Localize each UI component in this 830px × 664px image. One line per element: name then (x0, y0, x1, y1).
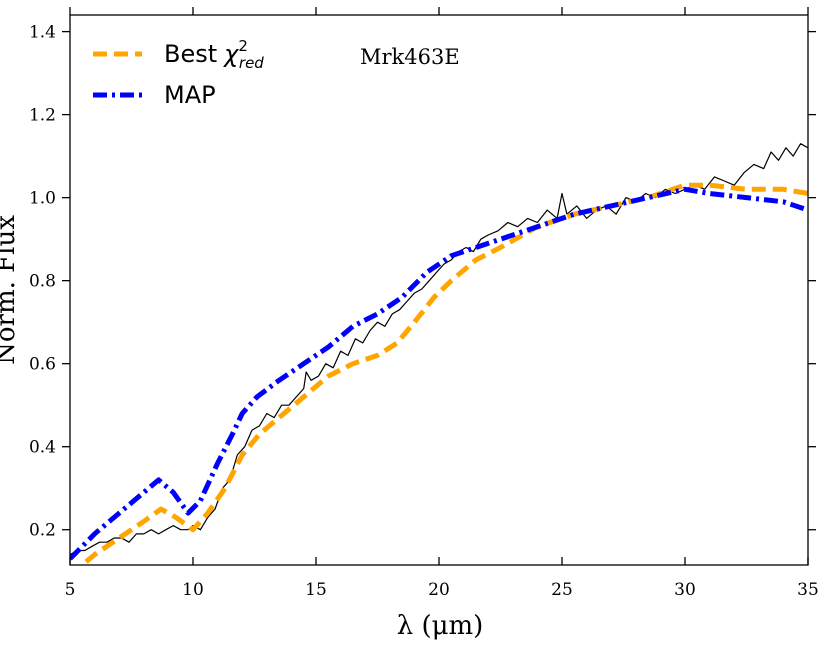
y-tick-label: 0.8 (29, 272, 56, 292)
map-line (70, 186, 808, 561)
y-tick-label: 1.0 (29, 189, 56, 209)
y-tick-label: 1.2 (29, 106, 56, 126)
spectrum-line (70, 143, 808, 556)
ticks-layer: 5 10 15 20 25 30 35 0.2 0.4 0.6 0.8 1.0 1.2 1.4 (29, 7, 819, 600)
y-tick-label: 0.2 (29, 521, 56, 541)
x-tick-label: 25 (551, 580, 573, 600)
y-axis-label: Norm. Flux (0, 215, 21, 365)
legend-label-best: Best χ2 red (164, 37, 264, 72)
y-tick-label: 0.6 (29, 355, 56, 375)
series-layer (70, 143, 808, 565)
x-tick-label: 30 (674, 580, 696, 600)
source-annotation: Mrk463E (360, 45, 460, 69)
legend-label-map: MAP (164, 81, 216, 109)
best-chi2-line (78, 182, 808, 565)
y-tick-label: 1.4 (29, 23, 56, 43)
x-tick-label: 35 (797, 580, 819, 600)
x-tick-label: 5 (65, 580, 76, 600)
chi-symbol: χ (222, 40, 239, 68)
x-tick-label: 20 (428, 580, 450, 600)
x-tick-label: 10 (182, 580, 204, 600)
x-tick-label: 15 (305, 580, 327, 600)
legend: Best χ2 red MAP (93, 37, 264, 109)
y-tick-label: 0.4 (29, 438, 56, 458)
x-axis-label: λ (μm) (397, 611, 484, 641)
